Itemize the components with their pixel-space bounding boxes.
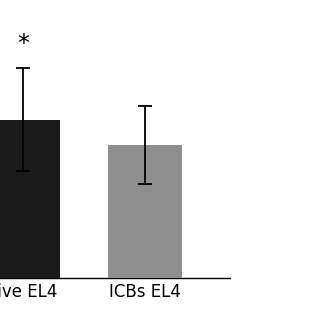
Bar <box>108 145 182 278</box>
Text: *: * <box>17 32 29 56</box>
Bar <box>0 120 60 278</box>
